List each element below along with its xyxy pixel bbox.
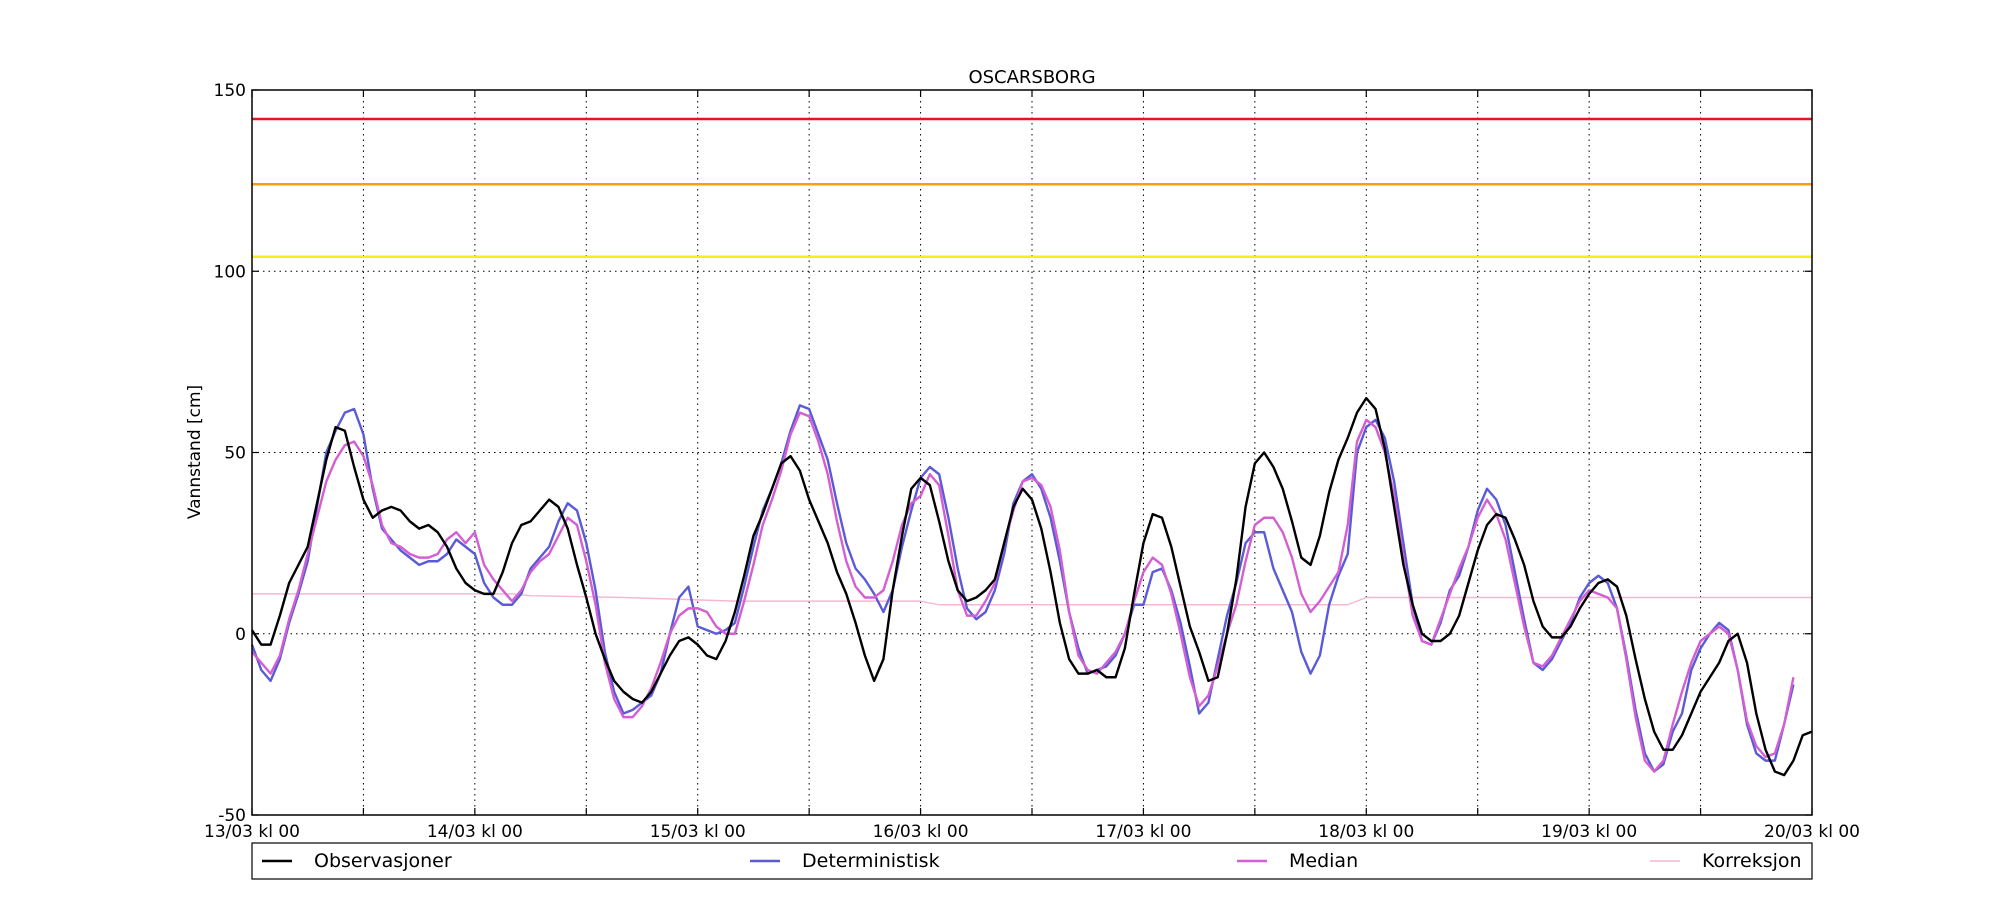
- x-tick-label: 16/03 kl 00: [873, 822, 969, 842]
- legend-label: Korreksjon: [1702, 850, 1802, 872]
- y-tick-label: 150: [214, 81, 246, 101]
- y-axis-ticks: -50 0 50 100 150: [214, 81, 1812, 826]
- y-axis-label: Vannstand [cm]: [185, 385, 205, 519]
- y-tick-label: 50: [224, 444, 246, 464]
- legend-label: Deterministisk: [802, 850, 940, 872]
- x-tick-label: 14/03 kl 00: [427, 822, 523, 842]
- x-tick-label: 20/03 kl 00: [1764, 822, 1860, 842]
- x-axis-ticks: 13/03 kl 00 14/03 kl 00 15/03 kl 00 16/03 k…: [204, 90, 1860, 842]
- threshold-lines: [252, 117, 1812, 259]
- x-tick-label: 18/03 kl 00: [1318, 822, 1414, 842]
- series-line-median: [251, 411, 1795, 773]
- legend-label: Observasjoner: [314, 850, 452, 872]
- series-line-korreksjon: [252, 593, 1812, 606]
- y-tick-label: -50: [218, 806, 246, 826]
- x-tick-label: 17/03 kl 00: [1095, 822, 1191, 842]
- x-tick-label: 19/03 kl 00: [1541, 822, 1637, 842]
- legend-label: Median: [1289, 850, 1358, 872]
- x-tick-label: 13/03 kl 00: [204, 822, 300, 842]
- grid: [252, 90, 1812, 815]
- series-line-observasjoner: [250, 396, 1813, 777]
- chart-title: OSCARSBORG: [968, 67, 1095, 88]
- x-tick-label: 15/03 kl 00: [650, 822, 746, 842]
- y-tick-label: 0: [235, 625, 246, 645]
- series-lines: [250, 396, 1813, 777]
- y-tick-label: 100: [214, 262, 246, 282]
- legend-frame: [251, 842, 1813, 880]
- legend: Observasjoner Deterministisk Median Korreks…: [251, 842, 1813, 880]
